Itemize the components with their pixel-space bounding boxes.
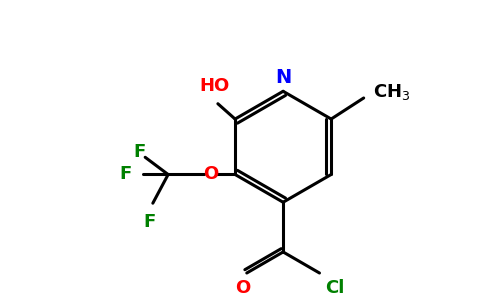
- Text: F: F: [143, 213, 155, 231]
- Text: Cl: Cl: [325, 279, 345, 297]
- Text: CH$_3$: CH$_3$: [373, 82, 410, 102]
- Text: N: N: [275, 68, 291, 88]
- Text: F: F: [120, 166, 132, 184]
- Text: O: O: [204, 166, 219, 184]
- Text: O: O: [235, 279, 251, 297]
- Text: HO: HO: [199, 77, 229, 95]
- Text: F: F: [133, 142, 146, 160]
